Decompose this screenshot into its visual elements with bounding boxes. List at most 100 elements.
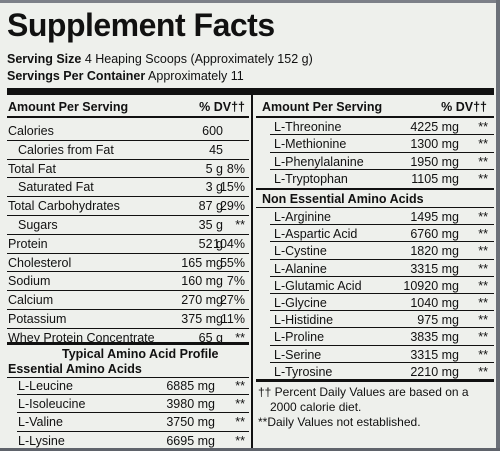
nutrient-name: L-Proline [274,330,325,345]
nutrient-dv: ** [235,379,245,393]
nutrient-name: L-Methionine [274,137,347,152]
nutrient-dv: ** [478,154,488,169]
nutrient-name: Potassium [8,312,67,326]
nutrient-amount: 6760 mg [410,227,459,242]
nutrient-amount: 3315 mg [410,261,459,276]
row-rule [17,430,249,432]
nutrient-row: L-Aspartic Acid 6760 mg ** [256,225,494,244]
nutrient-dv: ** [478,244,488,259]
nutrient-row: L-Isoleucine 3980 mg ** [7,395,249,414]
nutrient-amount: 4225 mg [410,120,459,134]
nutrient-row: Sodium 160 mg 7% [7,272,249,291]
footnote-not-established: **Daily Values not established. [258,415,421,429]
nutrient-amount: 3750 mg [166,415,215,430]
nutrient-amount: 160 mg [181,274,223,289]
row-rule [7,139,249,141]
nutrient-name: L-Arginine [274,210,331,224]
nutrient-amount: 375 mg [181,312,223,326]
nutrient-row: L-Tyrosine 2210 mg ** [256,363,494,382]
row-rule [270,344,494,346]
nutrient-row: L-Arginine 1495 mg ** [256,208,494,227]
nutrient-amount: 6885 mg [166,379,215,393]
nutrient-amount: 3835 mg [410,330,459,345]
row-rule [17,412,249,414]
nutrient-amount: 45 [209,142,223,157]
serving-size-label: Serving Size [7,52,82,66]
nutrient-name: Sodium [8,274,51,289]
nutrient-amount: 10920 mg [403,278,459,293]
nutrient-row: Sugars 35 g ** [7,216,249,235]
nutrient-name: L-Isoleucine [18,397,86,412]
non-essential-title-rule [256,207,494,208]
nutrient-row: Total Fat 5 g 8% [7,160,249,179]
row-rule [7,177,249,179]
nutrient-dv: ** [478,313,488,328]
row-rule [270,361,494,363]
nutrient-amount: 1495 mg [410,210,459,224]
row-rule [7,158,249,160]
column-divider [251,95,253,448]
row-rule [7,327,249,329]
nutrient-dv: ** [478,210,488,224]
nutrient-row: Whey Protein Concentrate 65 g ** [7,329,249,348]
nutrient-row: L-Alanine 3315 mg ** [256,260,494,279]
footnote-dv-line-2: 2000 calorie diet. [270,400,362,414]
nutrient-name: Saturated Fat [18,180,94,195]
nutrient-name: L-Aspartic Acid [274,227,358,242]
nutrient-name: Calories [8,124,54,138]
nutrient-row: Calories from Fat 45 [7,141,249,160]
nutrient-dv: ** [478,296,488,310]
nutrient-amount: 3 g [205,180,223,195]
nutrient-dv: 11% [220,312,245,326]
nutrient-row: Calcium 270 mg 27% [7,291,249,310]
servings-per-container-value: Approximately 11 [148,69,244,83]
non-essential-rule [256,188,494,190]
nutrient-name: Whey Protein Concentrate [8,330,155,345]
nutrient-row: L-Phenylalanine 1950 mg ** [256,153,494,172]
nutrient-name: Total Carbohydrates [8,199,120,214]
amino-profile-title: Typical Amino Acid Profile [62,347,219,361]
nutrient-dv: ** [235,397,245,412]
thick-divider [7,88,494,95]
nutrient-name: Calories from Fat [18,142,114,157]
left-dv-header: % DV†† [199,100,245,114]
nutrient-name: Total Fat [8,161,56,176]
nutrient-name: L-Threonine [274,120,342,134]
servings-per-container-line: Servings Per Container Approximately 11 [7,68,244,84]
nutrient-row: L-Proline 3835 mg ** [256,328,494,347]
non-essential-title: Non Essential Amino Acids [262,192,424,206]
nutrient-name: L-Glycine [274,296,327,310]
row-rule [270,224,494,226]
nutrient-dv: ** [235,218,245,232]
nutrient-name: L-Alanine [274,261,327,276]
row-rule [270,134,494,136]
nutrient-dv: ** [478,137,488,152]
row-rule [270,241,494,243]
nutrient-dv: ** [235,330,245,345]
row-rule [270,293,494,294]
right-edge [496,0,500,448]
nutrient-row: Calories 600 [7,122,249,141]
row-rule [270,327,494,329]
nutrient-row: L-Serine 3315 mg ** [256,346,494,365]
row-rule [7,252,249,254]
row-rule [7,215,249,216]
nutrient-row: Potassium 375 mg 11% [7,310,249,329]
row-rule [270,258,494,260]
nutrient-amount: 65 g [198,330,223,345]
nutrient-name: L-Histidine [274,313,334,328]
right-dv-header: % DV†† [441,100,487,114]
right-amount-header: Amount Per Serving [262,100,383,114]
nutrient-dv: 7% [226,274,245,289]
nutrient-dv: ** [478,364,488,379]
nutrient-row: L-Glycine 1040 mg ** [256,294,494,313]
servings-per-container-label: Servings Per Container [7,69,146,83]
nutrient-amount: 1820 mg [410,244,459,259]
nutrient-amount: 1105 mg [411,171,459,186]
top-edge [0,0,500,3]
footnote-rule [256,379,494,382]
nutrient-dv: 29% [219,199,245,214]
nutrient-name: L-Glutamic Acid [274,278,362,293]
nutrient-row: Saturated Fat 3 g 15% [7,178,249,197]
